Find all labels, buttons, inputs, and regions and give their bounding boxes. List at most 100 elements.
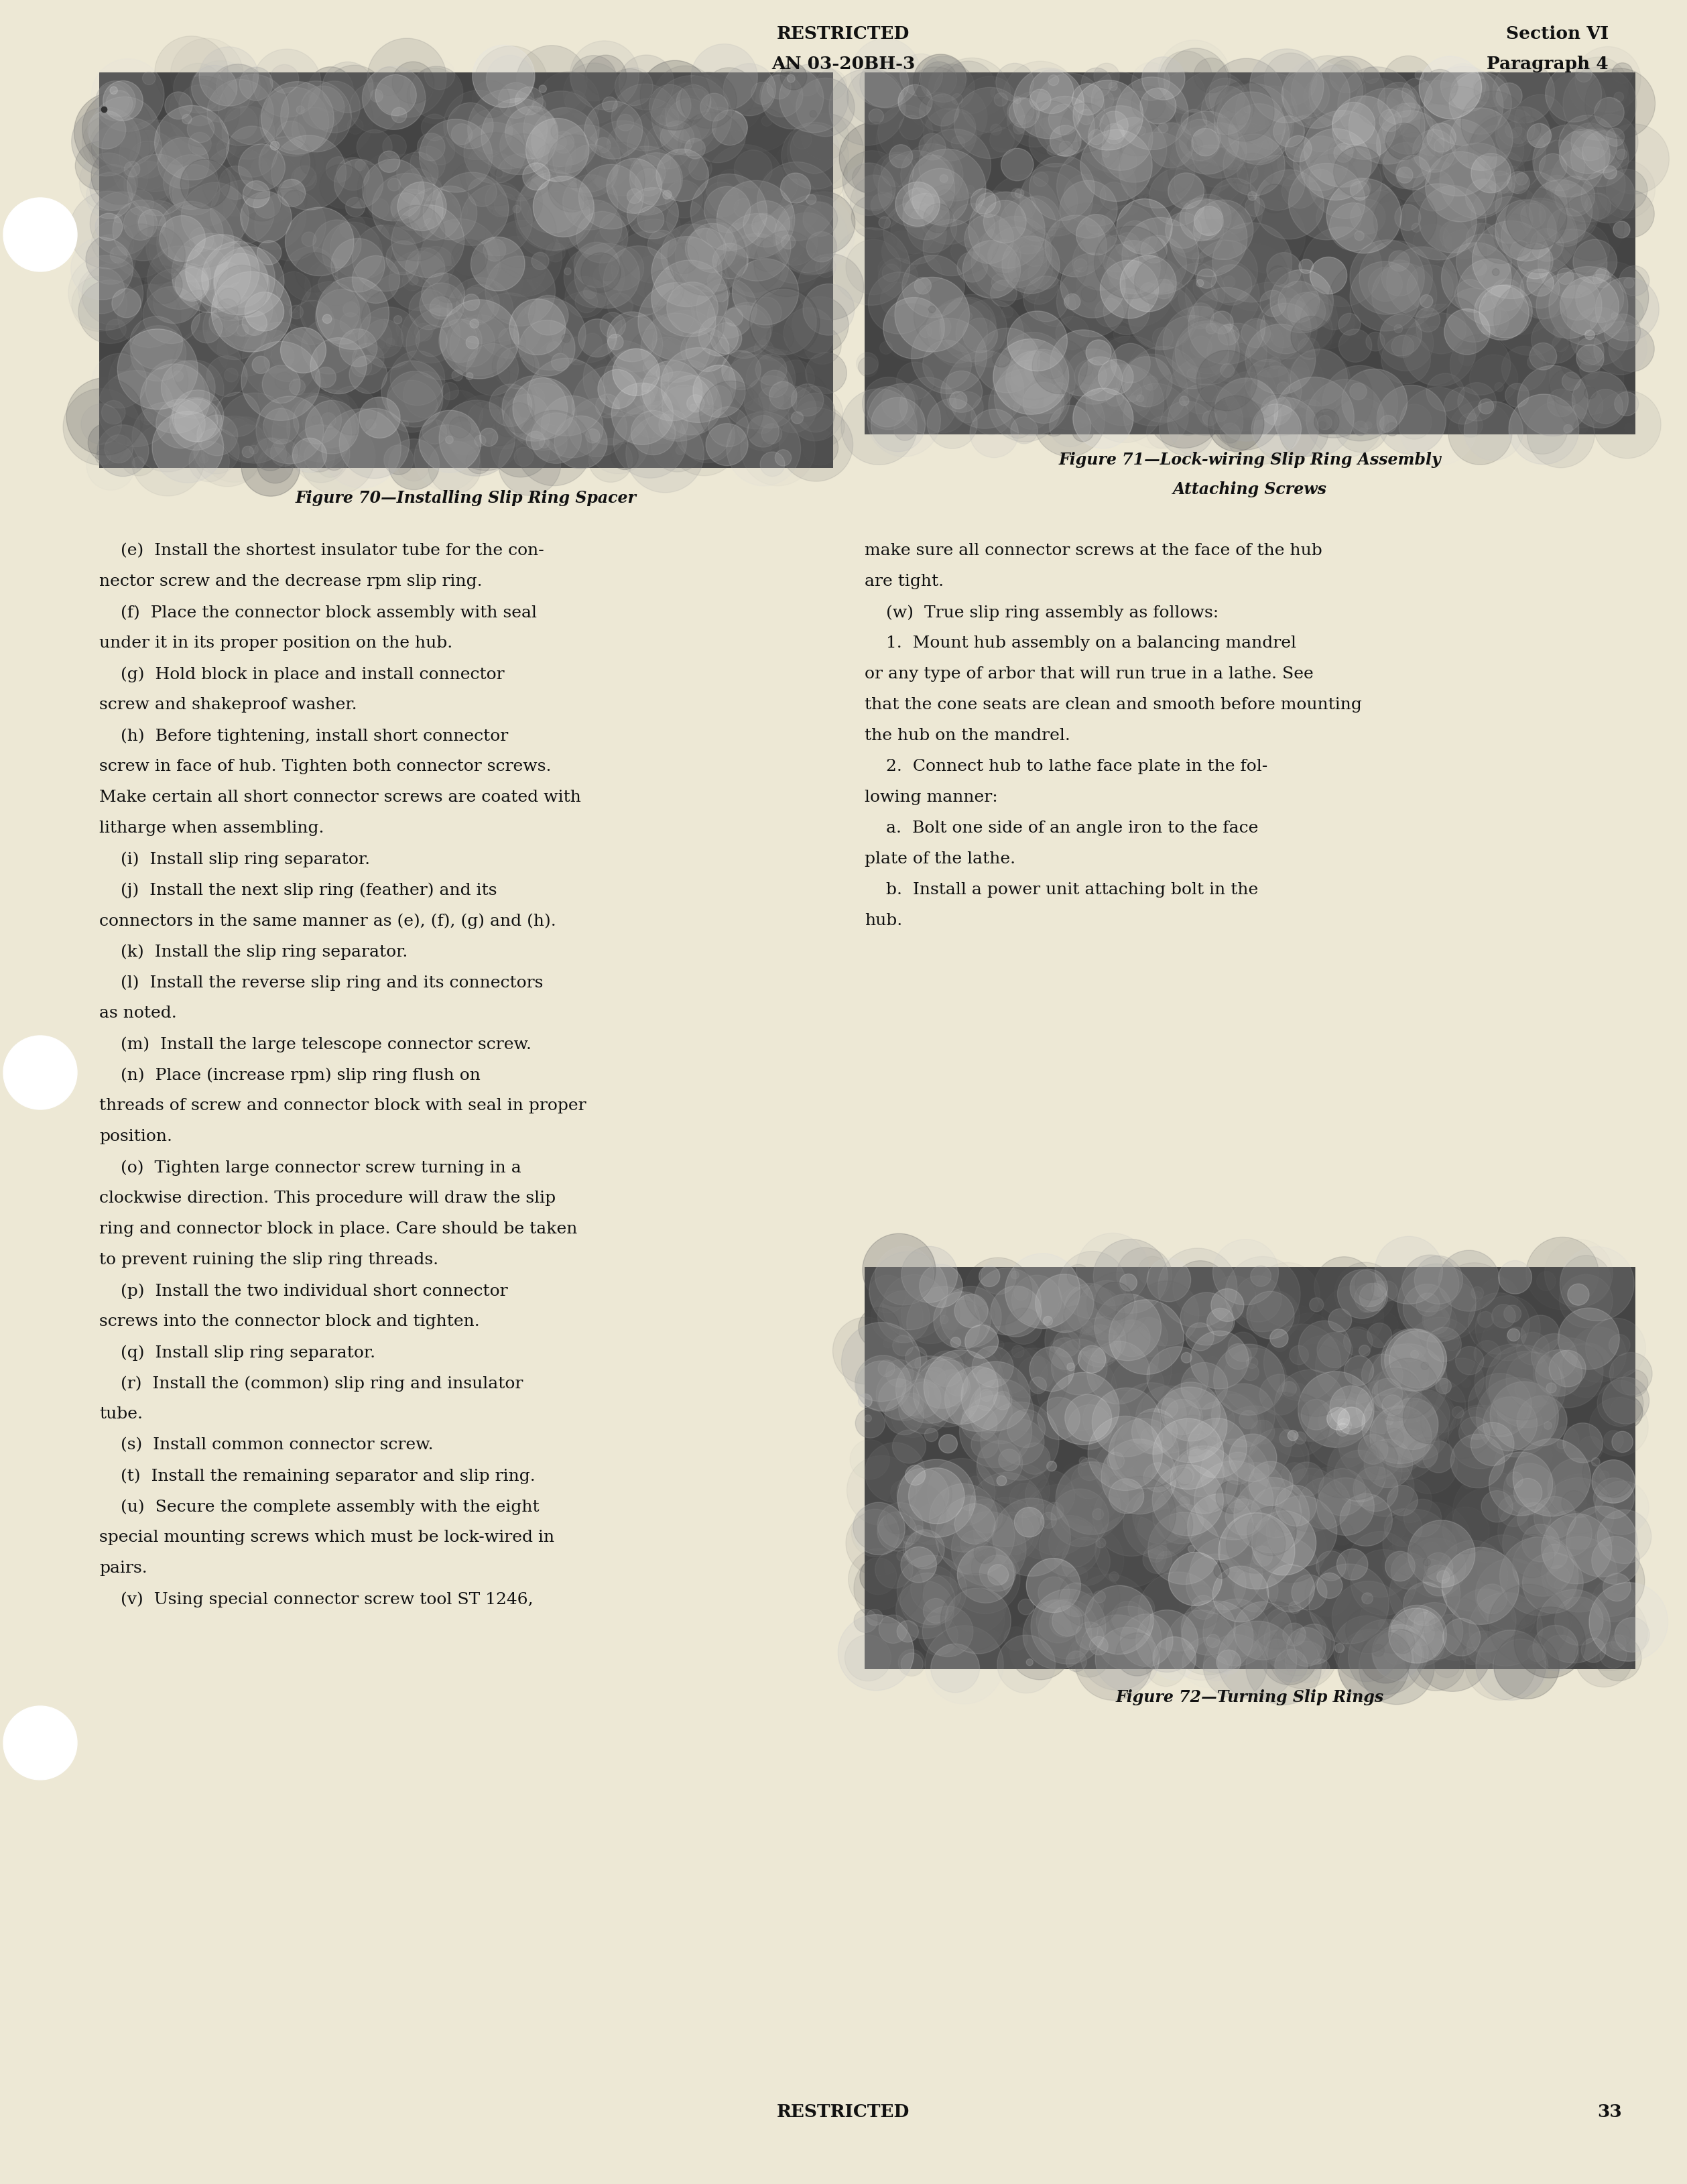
Circle shape (1275, 1649, 1307, 1682)
Circle shape (972, 1431, 999, 1459)
Circle shape (1063, 1463, 1081, 1483)
Circle shape (798, 253, 864, 319)
Circle shape (3, 1706, 78, 1780)
Circle shape (410, 66, 462, 118)
Circle shape (897, 1551, 908, 1562)
Circle shape (806, 232, 837, 262)
Circle shape (913, 1361, 980, 1426)
Circle shape (903, 188, 935, 218)
Circle shape (1157, 1398, 1178, 1417)
Circle shape (574, 242, 619, 288)
Circle shape (1576, 66, 1593, 83)
Circle shape (628, 188, 641, 203)
Circle shape (1412, 223, 1420, 232)
Circle shape (585, 428, 601, 443)
Circle shape (1144, 376, 1157, 391)
Circle shape (189, 441, 229, 483)
Circle shape (1046, 1503, 1063, 1520)
Circle shape (1152, 328, 1172, 349)
Circle shape (1554, 360, 1625, 432)
Circle shape (638, 205, 665, 234)
Circle shape (1011, 363, 1036, 387)
Circle shape (378, 151, 400, 173)
Circle shape (1191, 1594, 1215, 1618)
Circle shape (115, 225, 167, 277)
Circle shape (216, 63, 260, 107)
Circle shape (504, 402, 535, 432)
Circle shape (1056, 266, 1127, 336)
Circle shape (923, 1605, 973, 1658)
Circle shape (1373, 1313, 1399, 1337)
Circle shape (1380, 314, 1422, 356)
Circle shape (619, 55, 673, 109)
Circle shape (1559, 1308, 1620, 1369)
Circle shape (1275, 1529, 1287, 1540)
Circle shape (1301, 1400, 1331, 1431)
Circle shape (633, 378, 666, 411)
Circle shape (805, 352, 847, 393)
Circle shape (587, 138, 596, 146)
Circle shape (1571, 1592, 1604, 1627)
Circle shape (1097, 1538, 1105, 1548)
Circle shape (1248, 1428, 1309, 1489)
Circle shape (1441, 242, 1512, 312)
Circle shape (707, 223, 734, 249)
Circle shape (1031, 1590, 1105, 1664)
Circle shape (1350, 181, 1370, 201)
Circle shape (1328, 1439, 1387, 1500)
Circle shape (349, 356, 388, 393)
Circle shape (69, 192, 147, 269)
Circle shape (1122, 356, 1172, 406)
Circle shape (1395, 155, 1431, 190)
Circle shape (1002, 1348, 1068, 1413)
Circle shape (1080, 367, 1098, 384)
Circle shape (766, 323, 795, 352)
Circle shape (776, 212, 837, 273)
Circle shape (941, 1588, 1004, 1651)
Circle shape (474, 319, 526, 371)
Circle shape (644, 207, 680, 245)
Circle shape (1415, 308, 1441, 332)
Circle shape (1038, 1577, 1070, 1607)
Circle shape (1474, 1341, 1501, 1367)
Circle shape (1262, 395, 1292, 426)
Circle shape (312, 415, 321, 424)
Circle shape (950, 203, 995, 247)
Circle shape (904, 1367, 930, 1393)
Circle shape (1226, 1514, 1285, 1572)
Circle shape (234, 301, 307, 373)
Circle shape (1606, 168, 1648, 210)
Circle shape (292, 424, 349, 483)
Circle shape (1053, 382, 1068, 397)
Circle shape (1093, 1509, 1103, 1520)
Circle shape (980, 216, 1051, 288)
Circle shape (1385, 1428, 1404, 1448)
Circle shape (1350, 87, 1426, 164)
Circle shape (1387, 1485, 1417, 1516)
Circle shape (1253, 397, 1318, 463)
Circle shape (83, 116, 137, 170)
Circle shape (877, 1291, 930, 1343)
Text: a.  Bolt one side of an angle iron to the face: a. Bolt one side of an angle iron to the… (865, 821, 1259, 836)
Circle shape (1117, 1247, 1172, 1302)
Circle shape (477, 293, 542, 358)
Circle shape (1555, 1597, 1603, 1645)
Circle shape (224, 369, 238, 382)
Circle shape (1468, 1293, 1530, 1354)
Circle shape (467, 402, 501, 435)
Circle shape (909, 1503, 951, 1544)
Circle shape (170, 79, 228, 135)
Circle shape (617, 114, 634, 131)
Circle shape (1132, 1487, 1189, 1544)
Circle shape (1169, 199, 1247, 277)
Circle shape (833, 1317, 899, 1385)
Circle shape (629, 155, 665, 190)
Circle shape (1338, 1422, 1393, 1479)
Circle shape (1414, 1256, 1463, 1304)
Circle shape (761, 68, 823, 129)
Circle shape (1014, 1507, 1044, 1538)
Circle shape (928, 1352, 963, 1387)
Circle shape (1346, 1369, 1372, 1393)
Circle shape (1026, 1345, 1038, 1356)
Circle shape (1355, 404, 1377, 428)
